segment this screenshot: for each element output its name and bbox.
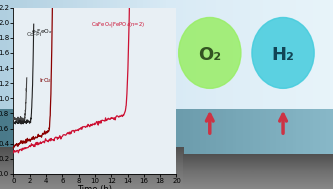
Text: H₂: H₂ [272,46,294,64]
Text: CaFeO$_x$|FePO$_4$(n=2): CaFeO$_x$|FePO$_4$(n=2) [91,20,145,29]
Ellipse shape [252,18,314,88]
Text: O₂: O₂ [198,46,221,64]
X-axis label: Time (h): Time (h) [77,185,113,189]
Text: e-FeO$_x$: e-FeO$_x$ [31,27,53,36]
Text: IrO$_2$: IrO$_2$ [39,76,52,84]
Ellipse shape [178,18,241,88]
Text: Co-Pi: Co-Pi [26,32,42,37]
